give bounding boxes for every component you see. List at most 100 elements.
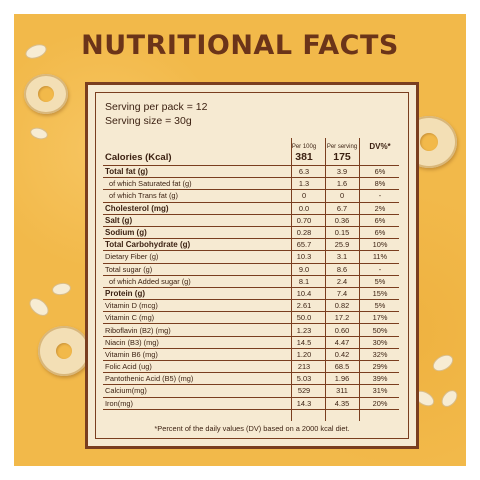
header-per-serving: Per serving — [326, 143, 358, 150]
serving-size: Serving size = 30g — [105, 115, 192, 127]
nutrient-row: Pantothenic Acid (B5) (mg) 5.03 1.96 39% — [103, 372, 399, 386]
nutrient-name: Total Carbohydrate (g) — [103, 238, 285, 252]
cereal-ring-icon — [24, 74, 68, 114]
page-title: NUTRITIONAL FACTS — [81, 30, 399, 61]
nutrient-per-serving: 0.60 — [323, 323, 361, 337]
nutrient-row: Cholesterol (mg) 0.0 6.7 2% — [103, 202, 399, 215]
nutrient-row: Total Carbohydrate (g) 65.7 25.9 10% — [103, 238, 399, 252]
nutrient-dv: 6% — [361, 226, 399, 240]
nutrient-row: Vitamin B6 (mg) 1.20 0.42 32% — [103, 348, 399, 362]
nutrient-per-100g: 10.3 — [285, 250, 323, 264]
nutrient-per-serving: 1.6 — [323, 177, 361, 191]
nutrient-name: Niacin (B3) (mg) — [103, 336, 285, 349]
nutrient-per-serving: 8.6 — [323, 263, 361, 276]
nutrient-per-100g: 0.0 — [285, 202, 323, 215]
nutrient-per-100g: 10.4 — [285, 287, 323, 301]
nutrient-row: Calcium(mg) 529 311 31% — [103, 384, 399, 398]
nutrition-table: Per 100g Per serving DV%* Calories (Kcal… — [103, 136, 399, 410]
nutrient-dv: 15% — [361, 287, 399, 301]
nutrient-per-100g: 14.3 — [285, 397, 323, 410]
nutrient-row: of which Saturated fat (g) 1.3 1.6 8% — [103, 177, 399, 191]
calories-per-100g: 381 — [285, 150, 323, 166]
nutrient-name: Vitamin C (mg) — [103, 311, 285, 325]
nutrient-per-100g: 529 — [285, 384, 323, 398]
calories-per-serving: 175 — [323, 150, 361, 166]
nutrient-name: Folic Acid (ug) — [103, 360, 285, 374]
nutrient-dv: 32% — [361, 348, 399, 362]
nutrient-row: Iron(mg) 14.3 4.35 20% — [103, 397, 399, 410]
nutrient-per-serving: 0 — [323, 189, 361, 203]
nutrient-row: Total fat (g) 6.3 3.9 6% — [103, 165, 399, 179]
calories-label: Calories (Kcal) — [103, 150, 285, 166]
nutrient-name: Riboflavin (B2) (mg) — [103, 323, 285, 337]
nutrient-dv: 39% — [361, 372, 399, 386]
nutrient-row: Salt (g) 0.70 0.36 6% — [103, 214, 399, 227]
header-per-100g: Per 100g — [291, 143, 317, 150]
nutrient-per-serving: 3.1 — [323, 250, 361, 264]
nutrient-name: Pantothenic Acid (B5) (mg) — [103, 372, 285, 386]
nutrient-dv: 20% — [361, 397, 399, 410]
nutrient-per-100g: 65.7 — [285, 238, 323, 252]
nutrient-name: Dietary Fiber (g) — [103, 250, 285, 264]
nutrient-per-100g: 0.70 — [285, 214, 323, 227]
nutrient-dv: 5% — [361, 275, 399, 288]
nutrient-dv: 17% — [361, 311, 399, 325]
nutrient-per-100g: 0.28 — [285, 226, 323, 240]
nutrient-per-100g: 2.61 — [285, 299, 323, 313]
nutrient-dv: 31% — [361, 384, 399, 398]
nutrient-name: Salt (g) — [103, 214, 285, 227]
footnote: *Percent of the daily values (DV) based … — [154, 424, 350, 433]
header-dv: DV%* — [369, 141, 391, 151]
nutrient-dv: 6% — [361, 214, 399, 227]
nutrition-label-border — [95, 92, 409, 439]
nutrient-dv: 30% — [361, 336, 399, 349]
nutrient-dv: 8% — [361, 177, 399, 191]
nutrient-per-100g: 1.3 — [285, 177, 323, 191]
nutrient-per-serving: 7.4 — [323, 287, 361, 301]
nutrient-dv: 50% — [361, 323, 399, 337]
nutrient-dv: 5% — [361, 299, 399, 313]
nutrient-per-serving: 0.82 — [323, 299, 361, 313]
nutrient-per-serving: 311 — [323, 384, 361, 398]
nutrient-name: Vitamin B6 (mg) — [103, 348, 285, 362]
nutrient-per-100g: 1.23 — [285, 323, 323, 337]
nutrient-per-serving: 2.4 — [323, 275, 361, 288]
nutrient-row: Protein (g) 10.4 7.4 15% — [103, 287, 399, 301]
nutrient-name: of which Saturated fat (g) — [103, 177, 285, 191]
nutrient-per-100g: 9.0 — [285, 263, 323, 276]
nutrient-dv: 6% — [361, 165, 399, 179]
nutrient-per-serving: 0.36 — [323, 214, 361, 227]
nutrient-per-100g: 50.0 — [285, 311, 323, 325]
table-header-row: Per 100g Per serving DV%* — [103, 136, 399, 150]
nutrient-per-100g: 6.3 — [285, 165, 323, 179]
nutrient-dv: 29% — [361, 360, 399, 374]
nutrient-name: Cholesterol (mg) — [103, 202, 285, 215]
nutrient-per-serving: 4.47 — [323, 336, 361, 349]
nutrient-per-serving: 6.7 — [323, 202, 361, 215]
nutrient-name: Protein (g) — [103, 287, 285, 301]
nutrient-per-serving: 1.96 — [323, 372, 361, 386]
nutrient-name: Total sugar (g) — [103, 263, 285, 276]
nutrient-per-serving: 3.9 — [323, 165, 361, 179]
nutrient-dv: - — [361, 189, 399, 203]
nutrient-per-serving: 25.9 — [323, 238, 361, 252]
nutrient-name: Sodium (g) — [103, 226, 285, 240]
nutrient-per-serving: 68.5 — [323, 360, 361, 374]
nutrient-dv: 11% — [361, 250, 399, 264]
nutrient-per-100g: 8.1 — [285, 275, 323, 288]
serving-per-pack: Serving per pack = 12 — [105, 101, 208, 113]
nutrient-row: Riboflavin (B2) (mg) 1.23 0.60 50% — [103, 323, 399, 337]
nutrient-per-serving: 17.2 — [323, 311, 361, 325]
nutrient-per-100g: 14.5 — [285, 336, 323, 349]
nutrient-row: Total sugar (g) 9.0 8.6- — [103, 263, 399, 276]
nutrient-row: Vitamin D (mcg) 2.61 0.82 5% — [103, 299, 399, 313]
nutrient-row: of which Added sugar (g) 8.1 2.4 5% — [103, 275, 399, 288]
nutrient-row: Vitamin C (mg) 50.0 17.2 17% — [103, 311, 399, 325]
nutrient-per-100g: 1.20 — [285, 348, 323, 362]
nutrient-dv: 2% — [361, 202, 399, 215]
nutrient-row: of which Trans fat (g) 0 0- — [103, 189, 399, 203]
nutrient-dv: 10% — [361, 238, 399, 252]
nutrient-name: of which Added sugar (g) — [103, 275, 285, 288]
nutrient-name: Calcium(mg) — [103, 384, 285, 398]
